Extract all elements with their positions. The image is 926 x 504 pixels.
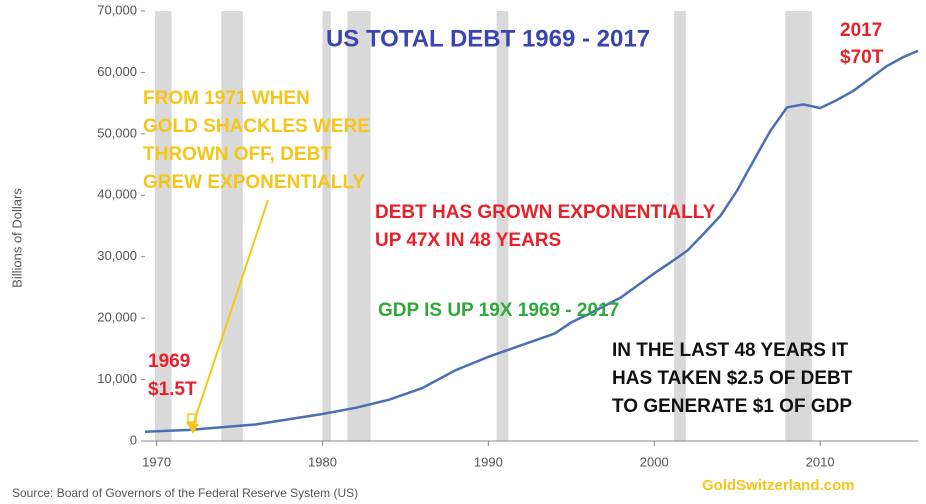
recession-band: [347, 11, 371, 441]
x-tick-label: 1970: [142, 454, 171, 469]
annotation: 1969: [148, 351, 190, 372]
y-tick-label: 20,000: [97, 310, 137, 325]
annotation: FROM 1971 WHEN: [143, 88, 310, 109]
watermark: GoldSwitzerland.com: [702, 477, 855, 494]
recession-band: [496, 11, 509, 441]
marker: [187, 413, 197, 423]
annotation: THROWN OFF, DEBT: [143, 144, 332, 165]
arrow-head: [186, 422, 199, 434]
x-tick-label: 2010: [806, 454, 835, 469]
y-axis-label: Billions of Dollars: [9, 188, 24, 288]
chart-title: US TOTAL DEBT 1969 - 2017: [326, 25, 650, 52]
debt-line: [144, 49, 919, 434]
y-tick-label: 30,000: [97, 248, 137, 263]
annotation: GOLD SHACKLES WERE: [143, 116, 370, 137]
source: Source: Board of Governors of the Federa…: [12, 486, 358, 500]
recession-band: [322, 11, 331, 441]
annotation: GDP IS UP 19X 1969 - 2017: [378, 300, 619, 321]
plot-area: [145, 11, 918, 441]
recession-band: [221, 11, 243, 441]
annotation: HAS TAKEN $2.5 OF DEBT: [612, 368, 853, 389]
annotation: IN THE LAST 48 YEARS IT: [612, 340, 849, 361]
y-tick-label: 10,000: [97, 371, 137, 386]
y-tick-label: 0: [130, 432, 137, 447]
y-tick-label: 70,000: [97, 2, 137, 17]
recession-band: [674, 11, 686, 441]
y-tick-label: 40,000: [97, 187, 137, 202]
annotation: TO GENERATE $1 OF GDP: [612, 396, 852, 417]
annotation: $1.5T: [148, 379, 197, 400]
x-tick-label: 2000: [640, 454, 669, 469]
x-tick-label: 1990: [474, 454, 503, 469]
annotation: UP 47X IN 48 YEARS: [375, 230, 561, 251]
annotation: DEBT HAS GROWN EXPONENTIALLY: [375, 202, 716, 223]
recession-band: [154, 11, 172, 441]
annotation: 2017: [840, 20, 882, 41]
arrow: [192, 199, 269, 426]
y-tick-label: 50,000: [97, 125, 137, 140]
y-tick-label: 60,000: [97, 64, 137, 79]
x-tick-label: 1980: [308, 454, 337, 469]
annotation: GREW EXPONENTIALLY: [143, 172, 365, 193]
recession-band: [785, 11, 812, 441]
annotation: $70T: [840, 47, 884, 68]
